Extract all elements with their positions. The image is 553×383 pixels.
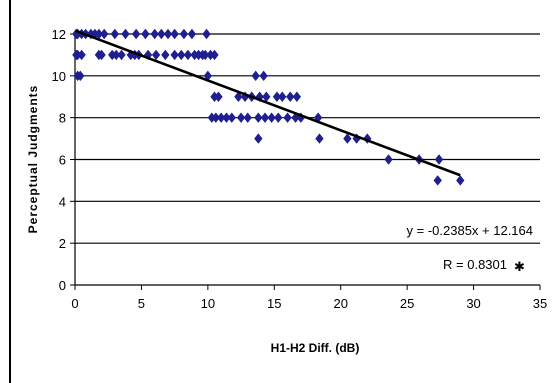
data-point [110, 28, 120, 40]
equation-label: y = -0.2385x + 12.164 [407, 223, 533, 238]
y-tick-label: 8 [59, 111, 66, 126]
y-tick-label: 12 [52, 27, 66, 42]
x-tick-label: 25 [400, 296, 414, 311]
data-point [456, 175, 465, 186]
data-point [272, 91, 282, 102]
data-point [183, 49, 193, 61]
data-point [131, 28, 141, 40]
data-point [210, 49, 219, 61]
y-tick-labels: 0 2 4 6 8 10 12 [52, 27, 66, 293]
data-point [315, 133, 324, 144]
x-tick-label: 30 [466, 296, 480, 311]
data-point [202, 28, 211, 40]
data-point [267, 112, 276, 123]
data-point [384, 154, 393, 165]
axes [70, 32, 541, 290]
data-point [151, 49, 161, 61]
data-point [433, 175, 442, 186]
data-point [117, 49, 126, 61]
data-point [222, 112, 231, 123]
data-point [214, 91, 223, 102]
data-point [112, 49, 121, 61]
data-point [251, 70, 260, 82]
data-point [292, 91, 302, 102]
trendline-group [74, 29, 461, 177]
data-point [262, 91, 271, 102]
y-tick-label: 0 [59, 278, 66, 293]
data-point [343, 133, 352, 144]
y-tick-label: 10 [52, 69, 66, 84]
data-point [97, 49, 106, 61]
data-point [187, 28, 197, 40]
y-tick-label: 6 [59, 153, 66, 168]
x-tick-label: 35 [533, 296, 547, 311]
data-point [201, 49, 210, 61]
data-point [161, 49, 170, 61]
data-point [254, 133, 263, 144]
data-point [236, 112, 246, 123]
r-value-label: R = 0.8301 [443, 257, 507, 272]
data-point [260, 112, 270, 123]
x-tick-label: 5 [138, 296, 145, 311]
data-point [141, 28, 150, 40]
data-point [163, 28, 173, 40]
y-axis-title: Perceptual Judgments [26, 85, 40, 234]
data-point [283, 112, 292, 123]
data-point [157, 28, 166, 40]
data-point [243, 112, 252, 123]
trendline [74, 29, 461, 177]
data-point [211, 112, 220, 123]
y-tick-label: 4 [59, 194, 66, 209]
data-point [278, 91, 287, 102]
data-point [76, 70, 85, 82]
x-tick-label: 15 [267, 296, 281, 311]
data-point [363, 133, 372, 144]
data-point [179, 28, 189, 40]
data-point [286, 91, 295, 102]
data-point [170, 28, 179, 40]
x-tick-label: 10 [201, 296, 215, 311]
data-point [121, 28, 130, 40]
y-tick-label: 2 [59, 236, 66, 251]
left-border-line [9, 0, 11, 383]
data-point [150, 28, 159, 40]
asterisk-icon: ✱ [514, 259, 525, 274]
gridlines [75, 33, 540, 244]
data-point [100, 28, 109, 40]
data-point [234, 91, 243, 102]
x-tick-label: 0 [71, 296, 78, 311]
data-point [170, 49, 179, 61]
data-point [274, 112, 283, 123]
x-tick-label: 20 [333, 296, 347, 311]
data-point [77, 49, 86, 61]
data-point [259, 70, 268, 82]
data-point [254, 112, 263, 123]
data-point [227, 112, 236, 123]
data-point [434, 154, 444, 165]
x-axis-title: H1-H2 Diff. (dB) [271, 341, 360, 355]
data-point [177, 49, 186, 61]
data-point [216, 112, 226, 123]
data-point [94, 28, 104, 40]
data-point [291, 112, 300, 123]
x-tick-labels: 0 5 10 15 20 25 30 35 [71, 296, 547, 311]
